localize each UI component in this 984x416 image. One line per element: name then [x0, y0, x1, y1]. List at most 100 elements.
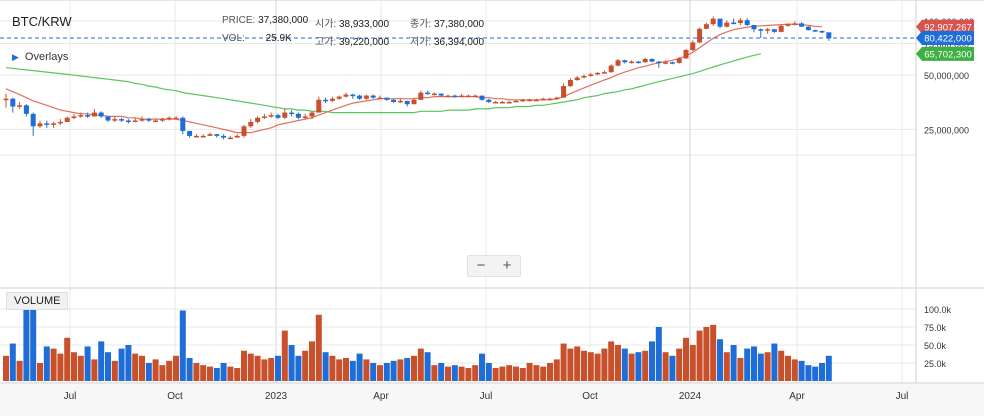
- candle-body: [370, 95, 376, 98]
- volume-bar: [207, 366, 213, 381]
- candles-group: [3, 16, 832, 140]
- price-tick-label: 50,000,000: [924, 71, 969, 81]
- volume-bar: [91, 359, 98, 381]
- candle-body: [574, 77, 580, 81]
- price-value: 37,380,000: [258, 15, 309, 26]
- candle-body: [248, 121, 254, 127]
- candle-body: [10, 98, 16, 107]
- volume-bar: [71, 352, 77, 381]
- volume-bar: [213, 368, 220, 381]
- volume-bar: [642, 350, 649, 381]
- volume-bar: [744, 348, 751, 381]
- candle-body: [268, 115, 274, 117]
- candle-body: [493, 101, 499, 104]
- volume-bar: [737, 357, 744, 381]
- volume-bar: [37, 363, 43, 381]
- time-tick-label: Apr: [373, 391, 389, 402]
- high-value: 39,220,000: [338, 37, 390, 48]
- volume-pane-label: VOLUME: [6, 292, 69, 310]
- volume-bar: [553, 359, 560, 381]
- volume-bar: [64, 337, 71, 381]
- candle-body: [173, 117, 179, 120]
- volume-tick-label: 100.0k: [924, 305, 952, 315]
- volume-bar: [703, 327, 710, 381]
- volume-bar: [193, 363, 200, 381]
- zoom-out-button[interactable]: −: [476, 257, 486, 274]
- volume-bar: [295, 355, 302, 381]
- volume-bar: [145, 363, 152, 381]
- volume-bar: [533, 365, 540, 381]
- candle-body: [520, 99, 526, 102]
- candle-body: [221, 135, 227, 138]
- time-tick-label: 2023: [265, 391, 288, 402]
- price-tag-text: 92,907,267: [924, 22, 972, 33]
- candle-body: [241, 126, 247, 136]
- candle-body: [17, 105, 23, 107]
- volume-bar: [513, 366, 519, 381]
- volume-bar: [186, 357, 193, 381]
- overlays-label: Overlays: [24, 51, 69, 63]
- candle-body: [261, 116, 267, 118]
- volume-bar: [485, 363, 492, 381]
- volume-bar: [43, 346, 50, 381]
- volume-tick-label: 50.0k: [924, 341, 947, 351]
- candle-body: [656, 61, 662, 64]
- vol-label: VOL:: [222, 33, 245, 44]
- volume-bar: [771, 343, 778, 381]
- candle-body: [690, 42, 696, 51]
- candle-body: [785, 23, 791, 26]
- candle-body: [724, 22, 730, 27]
- volume-bar: [105, 352, 111, 381]
- price-tag-last-price: 80,422,000: [916, 31, 974, 46]
- volume-bar: [812, 366, 819, 381]
- volume-tick-label: 25.0k: [924, 359, 947, 369]
- volume-bar: [166, 360, 173, 381]
- candle-body: [465, 95, 471, 98]
- candle-body: [805, 26, 811, 31]
- volume-bar: [601, 348, 608, 381]
- volume-bar: [683, 337, 689, 381]
- candle-body: [499, 101, 505, 104]
- candle-body: [357, 95, 363, 99]
- candle-body: [697, 28, 703, 43]
- time-tick-label: Jul: [896, 391, 909, 402]
- candle-body: [78, 115, 84, 117]
- candle-body: [207, 134, 213, 136]
- volume-bar: [30, 301, 37, 381]
- time-tick-label: Jul: [480, 391, 493, 402]
- volume-bar: [390, 360, 397, 381]
- candle-body: [363, 95, 369, 99]
- candle-body: [540, 98, 546, 101]
- volume-bar: [336, 359, 343, 381]
- volume-bar: [649, 341, 655, 381]
- candle-body: [3, 98, 9, 101]
- candle-body: [826, 32, 832, 39]
- high-label: 고가:: [315, 37, 337, 48]
- price-tag-bg: [916, 46, 974, 61]
- volume-bar: [57, 353, 64, 381]
- volume-bar: [594, 353, 601, 381]
- overlays-toggle[interactable]: ▶ Overlays: [12, 51, 68, 63]
- volume-bar: [302, 350, 309, 381]
- vol-value: 25.9K: [265, 33, 292, 44]
- volume-bar: [404, 357, 411, 381]
- candle-body: [329, 98, 335, 101]
- low-readout: 저가: 36,394,000: [410, 33, 484, 48]
- price-tag-text: 80,422,000: [924, 34, 972, 45]
- candle-body: [302, 116, 308, 118]
- zoom-in-button[interactable]: +: [502, 257, 512, 274]
- candle-body: [472, 95, 478, 98]
- price-tag-bg: [916, 31, 974, 46]
- volume-bar: [3, 355, 9, 381]
- high-readout: 고가: 39,220,000: [315, 33, 389, 48]
- candle-body: [547, 98, 553, 101]
- volume-bar: [397, 359, 404, 381]
- candle-body: [316, 99, 322, 113]
- volume-bar: [696, 330, 703, 381]
- volume-bar: [159, 365, 166, 381]
- candle-body: [397, 100, 403, 103]
- symbol-title: BTC/KRW: [12, 14, 72, 29]
- volume-bar: [635, 352, 642, 381]
- volume-bar: [125, 345, 132, 381]
